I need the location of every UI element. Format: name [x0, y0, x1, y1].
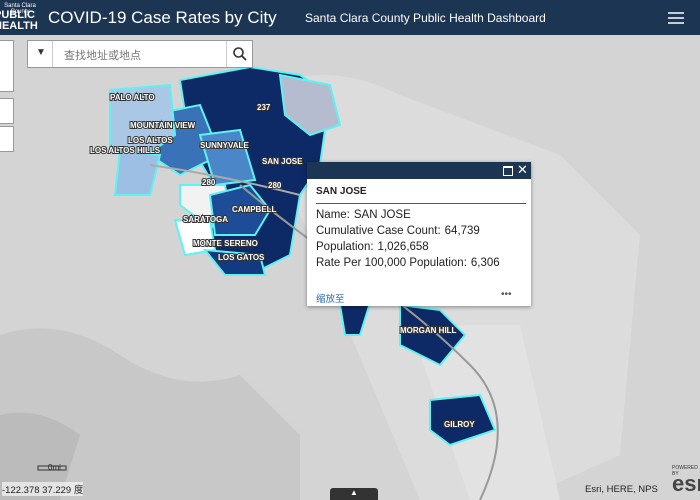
search-button[interactable] — [233, 47, 247, 61]
popup-field: Cumulative Case Count: 64,739 — [316, 225, 480, 237]
field-label: Population: — [316, 241, 374, 253]
scale-text: 0mi — [48, 463, 61, 472]
subtitle: Santa Clara County Public Health Dashboa… — [305, 11, 546, 25]
city-label: CAMPBELL — [232, 205, 277, 214]
field-label: Name: — [316, 209, 350, 221]
zoom-link[interactable]: 缩放至 — [316, 294, 345, 305]
attribution: Esri, HERE, NPS — [585, 484, 658, 495]
more-button[interactable]: ••• — [501, 289, 512, 300]
coordinates: -122.378 37.229 度 — [2, 482, 84, 496]
city-label: PALO ALTO — [110, 93, 155, 102]
scale-bar — [37, 465, 67, 471]
road-label: 280 — [268, 181, 282, 190]
panel-toggle[interactable]: ▲ — [330, 488, 378, 500]
city-label: LOS ALTOS HILLS — [90, 146, 161, 155]
logo-top: Santa Clara County — [4, 3, 36, 15]
menu-icon[interactable] — [668, 10, 684, 26]
maximize-button[interactable] — [503, 166, 513, 176]
close-button[interactable]: ✕ — [517, 162, 528, 177]
popup: ✕ SAN JOSE Name: SAN JOSE Cumulative Case … — [307, 162, 531, 306]
popup-title: SAN JOSE — [316, 186, 367, 197]
city-label: SARATOGA — [183, 215, 228, 224]
city-label: MORGAN HILL — [400, 326, 457, 335]
city-label: LOS ALTOS — [128, 136, 173, 145]
road-label: 237 — [257, 103, 271, 112]
field-value: 64,739 — [444, 225, 480, 237]
city-label: MONTE SERENO — [193, 239, 258, 248]
popup-field: Name: SAN JOSE — [316, 209, 411, 221]
city-label: MOUNTAIN VIEW — [130, 121, 196, 130]
field-value: 6,306 — [470, 257, 500, 269]
city-label: GILROY — [444, 420, 475, 429]
home-button[interactable] — [0, 98, 14, 124]
locate-button[interactable] — [0, 126, 14, 152]
field-value: 1,026,658 — [377, 241, 429, 253]
popup-field: Population: 1,026,658 — [316, 241, 429, 253]
logo-bottom: PUBLIC HEALTH — [0, 9, 38, 32]
powered-by: POWERED BY — [672, 465, 698, 477]
city-label: LOS GATOS — [218, 253, 265, 262]
city-label: SUNNYVALE — [200, 141, 249, 150]
search-box[interactable]: ▼ 查找地址或地点 — [27, 40, 253, 68]
popup-field: Rate Per 100,000 Population: 6,306 — [316, 257, 500, 269]
scale-label: 0mi — [2, 463, 61, 472]
header: Santa Clara County PUBLIC HEALTH COVID-1… — [0, 0, 700, 35]
field-label: Rate Per 100,000 Population: — [316, 257, 467, 269]
search-input[interactable]: 查找地址或地点 — [64, 50, 141, 62]
title: COVID-19 Case Rates by City — [48, 8, 277, 27]
dropdown-icon[interactable]: ▼ — [36, 47, 46, 58]
esri-logo: esri — [672, 471, 700, 496]
field-value: SAN JOSE — [353, 209, 411, 221]
city-label: SAN JOSE — [262, 157, 303, 166]
road-label: 280 — [202, 178, 216, 187]
zoom-controls[interactable] — [0, 40, 14, 92]
field-label: Cumulative Case Count: — [316, 225, 441, 237]
popup-header: ✕ — [307, 162, 531, 179]
